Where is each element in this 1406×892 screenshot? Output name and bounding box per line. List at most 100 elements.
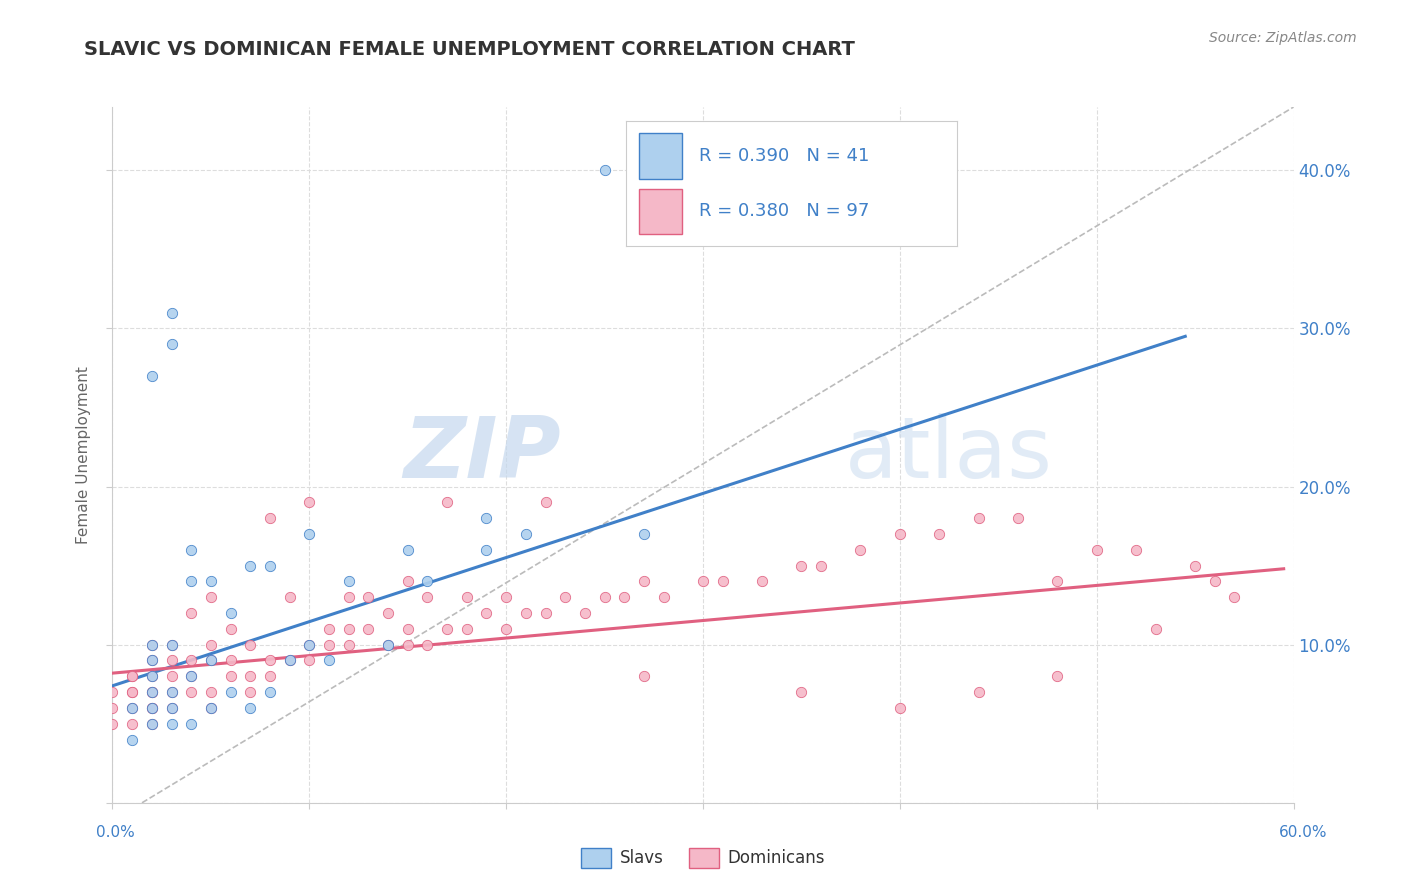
Point (574, 606, 596, 620)
Point (849, 542, 872, 557)
Point (141, 638, 163, 652)
Point (337, 622, 360, 636)
Point (967, 685, 990, 699)
Point (259, 685, 281, 699)
Point (219, 669, 242, 683)
Point (298, 638, 321, 652)
Point (633, 574, 655, 589)
Point (534, 606, 557, 620)
Point (416, 638, 439, 652)
Point (141, 685, 163, 699)
Point (200, 653, 222, 667)
Point (160, 701, 183, 715)
Point (298, 638, 321, 652)
Point (160, 716, 183, 731)
Point (396, 622, 419, 636)
Point (475, 511, 498, 525)
Y-axis label: Female Unemployment: Female Unemployment (76, 366, 91, 544)
Point (101, 701, 124, 715)
Point (160, 701, 183, 715)
Point (219, 606, 242, 620)
Point (180, 685, 202, 699)
Point (141, 701, 163, 715)
Point (928, 527, 950, 541)
Point (377, 638, 399, 652)
Point (692, 574, 714, 589)
Text: 60.0%: 60.0% (1279, 825, 1327, 839)
Point (141, 716, 163, 731)
Point (790, 685, 813, 699)
Point (377, 638, 399, 652)
Point (239, 669, 262, 683)
Point (160, 669, 183, 683)
Point (889, 527, 911, 541)
Point (180, 669, 202, 683)
Text: atlas: atlas (845, 413, 1053, 497)
Point (593, 591, 616, 605)
Point (337, 638, 360, 652)
Point (121, 685, 143, 699)
Text: 0.0%: 0.0% (96, 825, 135, 839)
Point (357, 622, 380, 636)
Point (121, 716, 143, 731)
Text: SLAVIC VS DOMINICAN FEMALE UNEMPLOYMENT CORRELATION CHART: SLAVIC VS DOMINICAN FEMALE UNEMPLOYMENT … (84, 40, 855, 59)
Point (613, 591, 636, 605)
Point (141, 638, 163, 652)
Point (160, 638, 183, 652)
Text: Source: ZipAtlas.com: Source: ZipAtlas.com (1209, 31, 1357, 45)
Point (101, 685, 124, 699)
Point (141, 653, 163, 667)
Point (180, 574, 202, 589)
Point (337, 591, 360, 605)
Point (810, 558, 832, 573)
Point (200, 685, 222, 699)
Point (1125, 542, 1147, 557)
Point (967, 511, 990, 525)
Point (456, 591, 478, 605)
Point (377, 606, 399, 620)
Point (318, 653, 340, 667)
Point (141, 685, 163, 699)
Point (219, 622, 242, 636)
Point (141, 669, 163, 683)
Point (180, 542, 202, 557)
Point (121, 685, 143, 699)
Point (121, 669, 143, 683)
Point (160, 337, 183, 351)
Point (141, 701, 163, 715)
Point (160, 638, 183, 652)
Point (790, 558, 813, 573)
Point (160, 305, 183, 319)
Point (141, 685, 163, 699)
Text: ZIP: ZIP (404, 413, 561, 497)
Point (416, 574, 439, 589)
Point (259, 669, 281, 683)
Point (160, 685, 183, 699)
Point (121, 669, 143, 683)
Point (1007, 511, 1029, 525)
Legend: Slavs, Dominicans: Slavs, Dominicans (575, 841, 831, 875)
Point (239, 701, 262, 715)
Point (259, 558, 281, 573)
Point (1046, 669, 1069, 683)
Point (711, 574, 734, 589)
Point (633, 527, 655, 541)
Point (436, 622, 458, 636)
Point (180, 669, 202, 683)
Point (318, 622, 340, 636)
Point (751, 574, 773, 589)
Point (259, 653, 281, 667)
Point (219, 685, 242, 699)
Point (396, 542, 419, 557)
Point (141, 669, 163, 683)
Point (554, 591, 576, 605)
Point (200, 653, 222, 667)
Point (298, 653, 321, 667)
Point (278, 591, 301, 605)
Point (239, 685, 262, 699)
Point (456, 622, 478, 636)
Point (278, 653, 301, 667)
Point (495, 591, 517, 605)
Point (180, 653, 202, 667)
Point (337, 574, 360, 589)
